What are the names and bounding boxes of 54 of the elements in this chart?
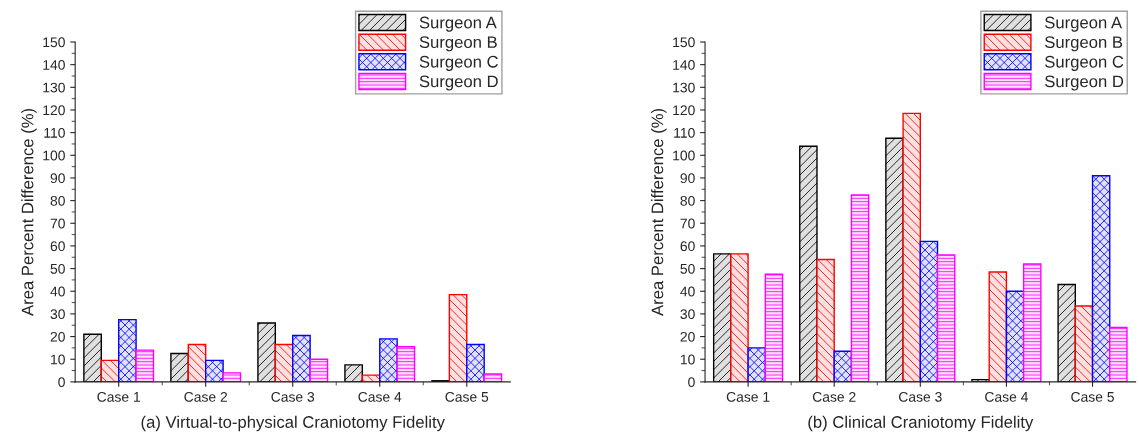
y-tick-label: 90 <box>50 173 65 184</box>
x-tick-label: Case 3 <box>271 391 315 402</box>
y-axis-title: Area Percent Difference (%) <box>651 108 667 316</box>
x-tick-label: Case 5 <box>445 391 489 402</box>
x-tick-label: Case 4 <box>985 391 1029 402</box>
y-tick-label: 10 <box>51 354 65 365</box>
y-tick-label: 40 <box>50 286 65 297</box>
y-tick-label: 90 <box>680 173 695 184</box>
x-tick-label: Case 1 <box>97 391 141 402</box>
y-tick-label: 120 <box>673 105 695 116</box>
y-tick-label: 70 <box>50 218 65 229</box>
y-tick-label: 70 <box>680 218 695 229</box>
y-axis-title: Area Percent Difference (%) <box>21 108 37 316</box>
y-tick-label: 50 <box>50 263 65 274</box>
y-tick-label: 10 <box>680 354 695 365</box>
legend-label: Surgeon D <box>419 75 498 91</box>
x-axis-title: (a) Virtual-to-physical Craniotomy Fidelity <box>141 415 445 432</box>
legend-label: Surgeon C <box>1045 55 1124 71</box>
x-tick-label: Case 1 <box>726 391 770 402</box>
x-axis-title: (b) Clinical Craniotomy Fidelity <box>808 415 1034 432</box>
y-tick-label: 130 <box>673 82 695 93</box>
y-tick-label: 110 <box>44 127 65 138</box>
y-tick-label: 20 <box>680 331 695 342</box>
y-tick-label: 130 <box>43 82 65 93</box>
y-tick-label: 100 <box>43 150 65 161</box>
y-tick-label: 150 <box>673 37 695 48</box>
y-tick-label: 40 <box>680 286 695 297</box>
x-tick-label: Case 4 <box>358 391 402 402</box>
y-tick-label: 140 <box>673 59 695 70</box>
x-tick-label: Case 3 <box>899 391 942 402</box>
y-tick-label: 100 <box>673 150 695 161</box>
y-tick-label: 0 <box>58 377 65 388</box>
legend-label: Surgeon A <box>1045 16 1123 32</box>
y-tick-label: 80 <box>680 195 695 206</box>
y-tick-label: 80 <box>50 195 65 206</box>
y-tick-label: 30 <box>680 309 695 320</box>
y-tick-label: 60 <box>50 241 65 252</box>
y-tick-label: 140 <box>43 59 65 70</box>
legend-label: Surgeon B <box>419 36 497 52</box>
x-tick-label: Case 2 <box>184 391 228 402</box>
y-tick-label: 0 <box>688 377 695 388</box>
y-tick-label: 110 <box>674 127 695 138</box>
y-tick-label: 60 <box>680 241 695 252</box>
legend-label: Surgeon A <box>419 16 497 32</box>
y-tick-label: 120 <box>43 105 65 116</box>
x-tick-label: Case 5 <box>1071 391 1114 402</box>
y-tick-label: 20 <box>50 331 65 342</box>
y-tick-label: 50 <box>680 263 695 274</box>
x-tick-label: Case 2 <box>812 391 856 402</box>
legend-label: Surgeon D <box>1045 75 1124 91</box>
legend-label: Surgeon B <box>1045 36 1123 52</box>
y-tick-label: 30 <box>50 309 65 320</box>
y-tick-label: 150 <box>43 37 65 48</box>
legend-label: Surgeon C <box>419 55 498 71</box>
